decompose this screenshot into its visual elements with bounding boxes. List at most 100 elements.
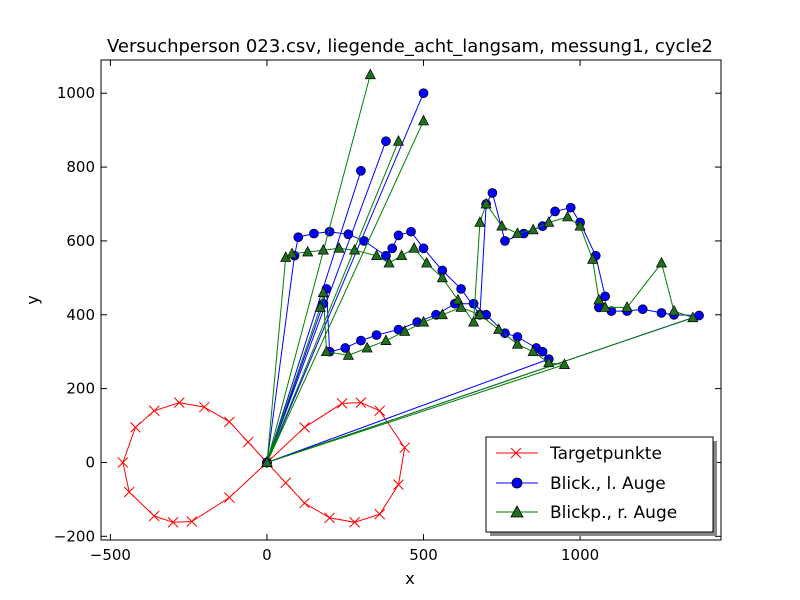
y-tick-label: 200 — [66, 380, 95, 398]
data-point — [361, 341, 373, 353]
x-marker-icon — [510, 447, 522, 459]
data-point — [293, 232, 304, 243]
data-point — [370, 249, 383, 261]
data-point — [543, 216, 555, 227]
data-point — [317, 286, 329, 297]
data-point — [600, 291, 610, 302]
data-point — [493, 323, 505, 334]
data-point — [324, 512, 335, 524]
data-point — [314, 301, 326, 312]
data-point — [418, 243, 429, 254]
series-line — [266, 74, 695, 464]
data-point — [537, 346, 548, 357]
data-point — [364, 68, 376, 80]
data-point — [280, 477, 292, 489]
data-point — [655, 256, 668, 268]
legend-entry-target: Targetpunkte — [496, 444, 662, 464]
x-axis: −500 0 500 1000 — [90, 60, 599, 564]
data-point — [198, 401, 210, 413]
data-point — [356, 335, 366, 346]
legend-entry-right-eye: Blickp., r. Auge — [496, 503, 677, 523]
data-point — [117, 457, 129, 468]
data-point — [406, 226, 416, 237]
data-point — [374, 508, 386, 520]
data-point — [455, 301, 467, 312]
x-tick-label: 0 — [262, 546, 272, 564]
x-tick-label: 1000 — [561, 546, 599, 564]
series-1 — [117, 397, 411, 528]
data-point — [487, 188, 498, 198]
data-point — [349, 243, 361, 255]
data-point — [558, 358, 571, 369]
data-point — [500, 236, 510, 246]
data-point — [399, 325, 411, 336]
data-point — [621, 301, 633, 312]
y-tick-label: −200 — [54, 527, 95, 545]
y-tick-label: 0 — [85, 453, 95, 471]
data-point — [399, 442, 411, 454]
data-point — [637, 304, 648, 315]
data-point — [511, 338, 524, 349]
data-point — [496, 219, 508, 231]
data-point — [527, 223, 539, 235]
data-point — [340, 343, 351, 353]
data-point — [299, 422, 310, 433]
data-point — [396, 249, 408, 261]
data-point — [574, 219, 586, 231]
data-point — [421, 256, 433, 268]
circle-marker-icon — [511, 477, 523, 489]
legend-label-left-eye: Blick., l. Auge — [550, 474, 666, 494]
data-point — [148, 405, 160, 417]
data-point — [587, 253, 599, 264]
data-point — [593, 293, 605, 305]
data-point — [380, 334, 392, 345]
data-point — [299, 497, 310, 509]
data-point — [656, 308, 667, 318]
data-point — [342, 349, 354, 360]
data-point — [302, 245, 314, 257]
y-tick-label: 400 — [66, 306, 95, 324]
data-point — [550, 206, 560, 217]
data-point — [371, 330, 382, 340]
data-point — [393, 230, 404, 241]
data-point — [387, 243, 398, 254]
data-point — [393, 479, 404, 490]
data-point — [474, 308, 486, 320]
data-point — [173, 397, 185, 408]
data-point — [261, 456, 273, 467]
data-point — [355, 397, 367, 408]
legend-label-right-eye: Blickp., r. Auge — [550, 503, 677, 523]
data-point — [383, 256, 395, 268]
data-point — [381, 136, 391, 147]
series-line — [266, 93, 700, 464]
data-point — [317, 243, 329, 255]
data-point — [148, 510, 160, 522]
plot-frame — [100, 59, 722, 541]
data-point — [356, 165, 366, 176]
legend: Targetpunkte Blick., l. Auge Blickp., r.… — [485, 436, 717, 536]
data-point — [336, 398, 348, 409]
data-point — [123, 486, 135, 498]
series-layer — [117, 68, 704, 528]
x-axis-label: x — [405, 569, 414, 588]
data-point — [452, 293, 464, 305]
y-axis: −200 0 200 400 600 800 1000 — [54, 84, 721, 545]
data-point — [687, 311, 699, 323]
data-point — [474, 216, 486, 227]
series-2 — [262, 88, 704, 468]
data-point — [599, 301, 611, 312]
data-point — [286, 247, 298, 259]
data-point — [224, 492, 235, 503]
data-point — [167, 516, 179, 528]
data-point — [436, 271, 448, 283]
data-point — [456, 284, 466, 294]
data-point — [511, 227, 524, 238]
chart-title: Versuchperson 023.csv, liegende_acht_lan… — [107, 36, 713, 57]
series-3 — [261, 68, 699, 467]
data-point — [436, 308, 448, 320]
y-axis-label: y — [23, 295, 42, 304]
x-tick-label: 500 — [409, 546, 438, 564]
y-tick-label: 1000 — [57, 84, 95, 102]
data-point — [468, 298, 479, 309]
